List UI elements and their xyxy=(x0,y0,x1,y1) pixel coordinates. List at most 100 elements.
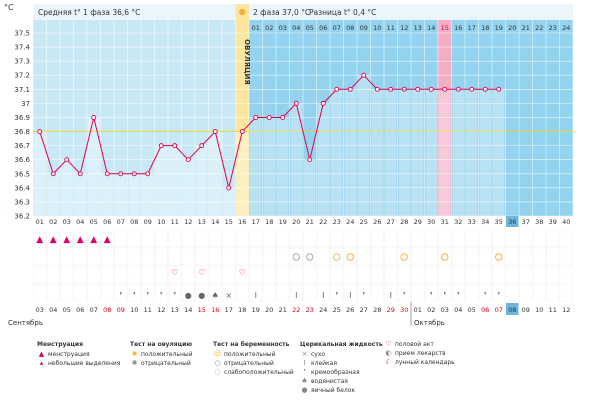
marker-cell xyxy=(465,283,479,302)
heart-icon: ♡ xyxy=(171,268,178,277)
calendar-date-label: 13 xyxy=(171,306,179,314)
marker-cell xyxy=(478,283,492,302)
marker-cell xyxy=(492,265,506,284)
marker-cell xyxy=(343,283,357,302)
marker-cell xyxy=(33,265,47,284)
menstruation-drop-icon: ▲ xyxy=(104,235,111,245)
cloud-legend-icon: ○ xyxy=(214,359,221,367)
y-tick-label: 37.4 xyxy=(14,44,30,52)
calendar-date-label: 03 xyxy=(36,306,44,314)
legend-item: ◌ слабоположительный xyxy=(213,368,293,377)
marker-cell xyxy=(559,247,573,266)
marker-cell xyxy=(168,265,182,284)
temp-column xyxy=(223,187,235,216)
cycle-day-label: 11 xyxy=(171,218,179,226)
marker-cell xyxy=(181,247,195,266)
temp-column xyxy=(479,89,491,216)
cycle-day-label: 25 xyxy=(360,218,368,226)
marker-cell xyxy=(289,283,303,302)
marker-cell xyxy=(505,247,519,266)
marker-cell xyxy=(208,247,222,266)
temperature-point xyxy=(226,185,232,191)
marker-cell xyxy=(357,229,371,248)
calendar-date-label: 18 xyxy=(238,306,246,314)
marker-cell xyxy=(505,229,519,248)
legend-label: сухо xyxy=(311,351,326,358)
I-legend-icon: I xyxy=(303,359,306,367)
top-day-label: 08 xyxy=(346,24,354,32)
temperature-point xyxy=(469,86,475,92)
top-day-label: 01 xyxy=(252,24,260,32)
today-date-marker xyxy=(506,303,519,315)
y-tick-label: 36.9 xyxy=(14,114,30,122)
y-tick-label: 37.5 xyxy=(14,30,30,38)
marker-cell xyxy=(411,247,425,266)
marker-cell xyxy=(195,247,209,266)
legend-item: ▴ небольшие выделения xyxy=(37,359,121,368)
top-day-label: 09 xyxy=(360,24,368,32)
calendar-date-label: 04 xyxy=(49,306,57,314)
legend-item: × сухо xyxy=(300,350,383,359)
calendar-date-label: 30 xyxy=(400,306,408,314)
marker-cell xyxy=(411,283,425,302)
legend-item: ✺ отрицательный xyxy=(130,359,193,368)
temp-column xyxy=(209,131,221,216)
marker-cell xyxy=(451,283,465,302)
marker-cell xyxy=(303,283,317,302)
y-tick-label: 36.5 xyxy=(14,170,30,178)
calendar-date-label: 10 xyxy=(130,306,138,314)
temperature-point xyxy=(482,86,488,92)
×-legend-icon: × xyxy=(301,350,308,358)
marker-cell xyxy=(532,247,546,266)
marker-cell xyxy=(492,247,506,266)
cycle-day-label: 07 xyxy=(117,218,125,226)
legend-item: ◐ прием лекарств xyxy=(384,349,455,358)
temp-column xyxy=(74,173,86,216)
legend-item: ○ отрицательный xyxy=(213,359,294,368)
marker-cell xyxy=(465,265,479,284)
spot-legend-icon: ▴ xyxy=(39,359,44,367)
marker-cell xyxy=(330,247,344,266)
temp-column xyxy=(169,145,181,216)
marker-cell xyxy=(478,229,492,248)
header-phase1-bg xyxy=(33,4,236,20)
cycle-day-label: 30 xyxy=(427,218,435,226)
top-day-label: 20 xyxy=(508,24,516,32)
y-tick-label: 37.1 xyxy=(14,86,30,94)
calendar-date-label: 23 xyxy=(306,306,314,314)
marker-cell xyxy=(208,265,222,284)
cycle-day-label: 38 xyxy=(535,218,543,226)
temperature-point xyxy=(388,86,394,92)
marker-cell xyxy=(316,265,330,284)
phase1-average: Средняя t° 1 фаза 36,6 °C xyxy=(38,8,140,17)
heart-icon: ♡ xyxy=(239,268,246,277)
mucus-sticky-icon: I xyxy=(295,291,297,300)
marker-cell xyxy=(303,265,317,284)
pregnancy-test-icon xyxy=(346,253,354,261)
marker-cell xyxy=(370,283,384,302)
marker-cell xyxy=(316,283,330,302)
legend-label: лунный календарь xyxy=(395,359,455,366)
cycle-day-label: 01 xyxy=(36,218,44,226)
top-day-label: 21 xyxy=(522,24,530,32)
marker-cell xyxy=(370,229,384,248)
temperature-point xyxy=(185,157,191,163)
temperature-point xyxy=(104,171,110,177)
top-day-label: 13 xyxy=(414,24,422,32)
temperature-point xyxy=(145,171,151,177)
marker-cell xyxy=(370,265,384,284)
marker-cell xyxy=(222,247,236,266)
marker-cell xyxy=(532,265,546,284)
marker-cell xyxy=(154,229,168,248)
calendar-date-label: 06 xyxy=(481,306,489,314)
pregnancy-test-icon xyxy=(292,253,300,261)
y-tick-label: 37.3 xyxy=(14,58,30,66)
top-day-label: 12 xyxy=(400,24,408,32)
menstruation-drop-icon: ▲ xyxy=(36,235,43,245)
calendar-date-label: 06 xyxy=(76,306,84,314)
cycle-day-label: 14 xyxy=(211,218,219,226)
marker-cell xyxy=(114,229,128,248)
marker-cell xyxy=(289,247,303,266)
temp-column xyxy=(101,173,113,216)
